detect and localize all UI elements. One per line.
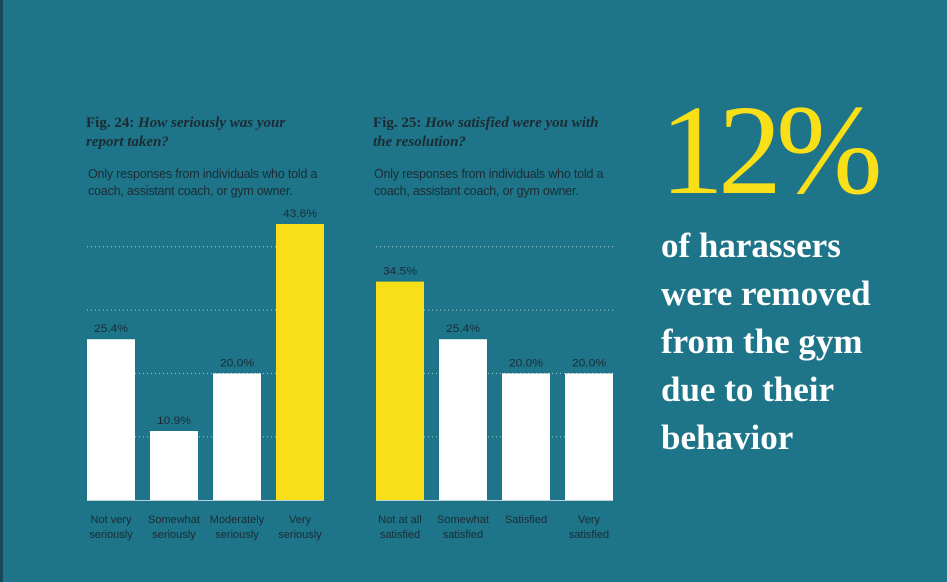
data-label: 20.0% (220, 357, 254, 369)
bar (376, 281, 424, 500)
callout-line: due to their (661, 370, 835, 409)
data-label: 20.0% (572, 357, 606, 369)
data-label: 10.9% (157, 415, 191, 427)
category-label: Satisfied (505, 514, 547, 526)
bar (565, 373, 613, 500)
category-label: seriously (89, 529, 133, 541)
fig24-subtitle: Only responses from individuals who told… (88, 167, 318, 198)
category-label: seriously (278, 529, 322, 541)
bar (150, 431, 198, 500)
data-label: 43.6% (283, 208, 317, 220)
callout-text: of harassers were removed from the gym d… (661, 222, 941, 462)
data-label: 34.5% (383, 266, 417, 278)
category-label: satisfied (569, 529, 609, 541)
category-label: seriously (215, 529, 259, 541)
data-label: 25.4% (94, 323, 128, 335)
category-label: Not at all (378, 514, 421, 526)
callout-line: behavior (661, 418, 794, 457)
bar (87, 339, 135, 500)
callout-number: 12% (660, 79, 883, 221)
fig25-subtitle: Only responses from individuals who told… (374, 167, 604, 198)
fig24-title: Fig. 24: How seriously was your report t… (86, 114, 316, 152)
data-label: 20.0% (509, 357, 543, 369)
bar (276, 224, 324, 500)
category-label: Somewhat (437, 514, 489, 526)
fig24-question: How seriously was your report taken? (86, 115, 286, 150)
fig25-question: How satisfied were you with the resoluti… (373, 115, 599, 150)
category-label: satisfied (443, 529, 483, 541)
category-label: Not very (91, 514, 132, 526)
bar (502, 373, 550, 500)
category-label: satisfied (380, 529, 420, 541)
bar (213, 373, 261, 500)
callout-line: from the gym (661, 322, 863, 361)
category-label: Very (289, 514, 312, 526)
fig25-title: Fig. 25: How satisfied were you with the… (373, 114, 603, 152)
fig24-label: Fig. 24: (86, 115, 135, 131)
data-label: 25.4% (446, 323, 480, 335)
category-label: Somewhat (148, 514, 200, 526)
bar (439, 339, 487, 500)
callout-line: were removed (661, 274, 871, 313)
category-label: Very (578, 514, 601, 526)
category-label: Moderately (210, 514, 265, 526)
callout-line: of harassers (661, 226, 841, 265)
left-edge (0, 0, 3, 582)
fig25-label: Fig. 25: (373, 115, 422, 131)
category-label: seriously (152, 529, 196, 541)
